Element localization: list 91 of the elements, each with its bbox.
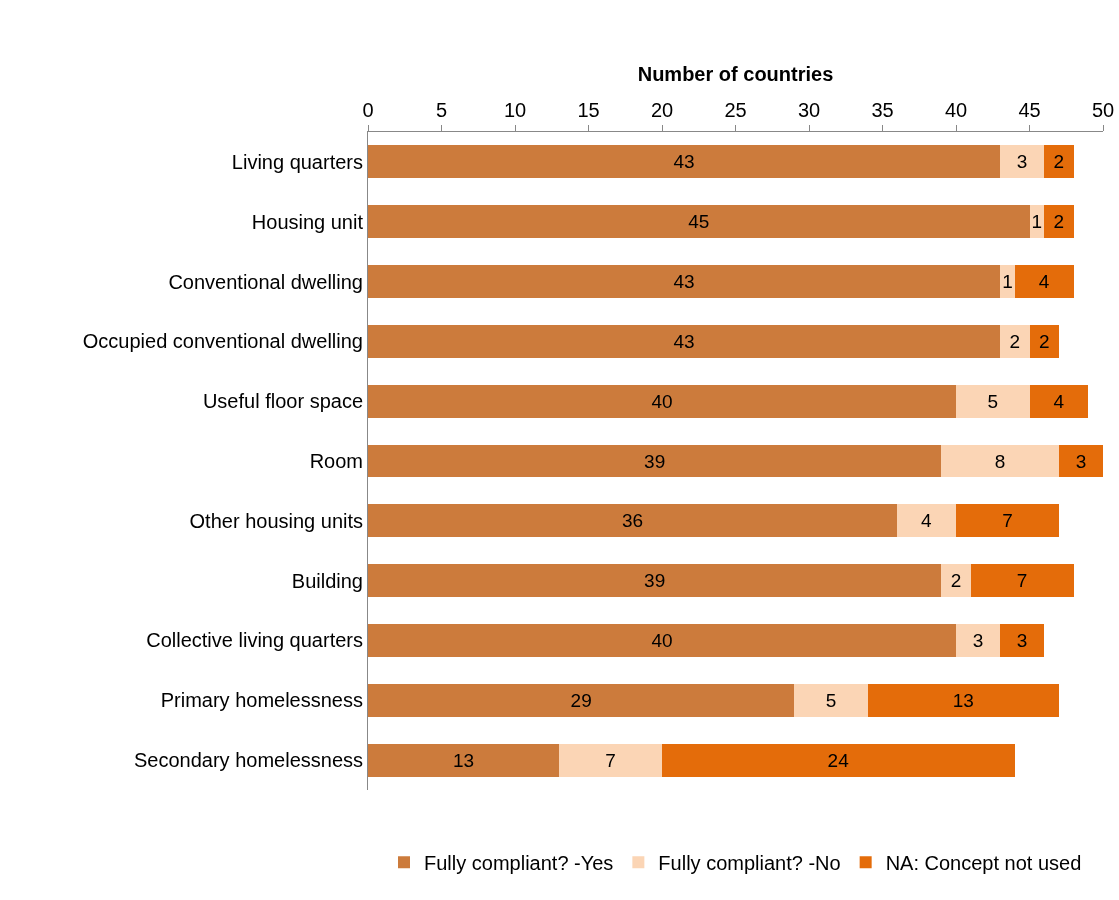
bar: [368, 683, 795, 717]
data-label: 2: [950, 570, 962, 592]
bar: [1044, 205, 1074, 239]
bar: [897, 504, 956, 538]
x-tick-label: 40: [944, 99, 968, 121]
y-tick-label: Room: [309, 450, 363, 472]
y-tick-label: Primary homelessness: [160, 689, 363, 712]
bar: [867, 683, 1059, 717]
y-tick-label: Building: [291, 569, 363, 592]
data-label: 4: [1038, 271, 1050, 293]
bar: [1044, 145, 1074, 179]
bar: [1000, 145, 1045, 179]
data-label: 4: [1053, 390, 1065, 412]
data-label: 36: [622, 510, 644, 532]
data-label: 13: [452, 749, 475, 771]
x-tick-label: 15: [577, 99, 600, 121]
data-label: 29: [570, 689, 592, 711]
y-tick-label: Housing unit: [251, 210, 364, 233]
bar: [368, 145, 1001, 179]
bar: [1029, 324, 1059, 358]
data-label: 39: [644, 570, 666, 592]
x-tick-label: 50: [1091, 99, 1115, 121]
bar: [368, 265, 1001, 298]
x-tick-label: 25: [724, 99, 747, 121]
data-label: 7: [1002, 510, 1013, 532]
data-label: 24: [827, 749, 850, 771]
data-label: 5: [825, 689, 837, 711]
x-tick-label: 45: [1018, 99, 1041, 121]
legend-label: NA: Concept not used: [885, 851, 1082, 874]
data-label: 7: [1016, 570, 1028, 592]
bar: [941, 444, 1059, 478]
bar: [1014, 265, 1074, 298]
legend-label: Fully compliant? -Yes: [424, 851, 614, 874]
bar: [368, 384, 956, 418]
bar: [368, 504, 898, 538]
y-tick-label: Occupied conventional dwelling: [82, 330, 363, 353]
bar: [368, 624, 956, 657]
bar: [1000, 265, 1015, 298]
y-tick-label: Useful floor space: [202, 390, 363, 413]
data-label: 7: [605, 749, 616, 771]
data-label: 1: [1031, 211, 1043, 233]
x-tick-label: 20: [650, 99, 674, 121]
data-label: 2: [1053, 211, 1065, 233]
bar: [559, 743, 662, 777]
data-label: 3: [1075, 450, 1087, 472]
data-label: 40: [651, 390, 673, 412]
x-tick-label: 10: [503, 99, 527, 121]
bar: [941, 564, 971, 598]
data-label: 13: [952, 689, 974, 711]
x-tick-label: 0: [362, 99, 374, 121]
bar: [368, 564, 942, 598]
data-label: 45: [688, 211, 710, 233]
y-tick-label: Other housing units: [189, 509, 363, 532]
x-axis-title: Number of countries: [637, 62, 834, 85]
bar: [368, 743, 560, 777]
data-label: 43: [673, 151, 695, 173]
data-label: 3: [1016, 629, 1028, 651]
data-label: 4: [921, 510, 933, 532]
data-label: 3: [972, 629, 984, 651]
x-tick-label: 5: [435, 99, 448, 121]
bar: [956, 384, 1030, 418]
data-label: 2: [1009, 330, 1021, 352]
data-label: 40: [651, 629, 673, 651]
bar: [368, 205, 1030, 239]
bar: [1000, 624, 1045, 657]
bar: [368, 444, 942, 478]
bar: [970, 564, 1074, 598]
data-label: 3: [1016, 151, 1028, 173]
data-label: 2: [1053, 151, 1065, 173]
x-tick-label: 30: [797, 99, 821, 121]
y-tick-label: Secondary homelessness: [133, 749, 363, 772]
data-label: 5: [987, 390, 999, 412]
data-label: 8: [994, 450, 1006, 472]
data-label: 43: [673, 330, 695, 352]
y-tick-label: Collective living quarters: [146, 629, 363, 652]
y-tick-label: Living quarters: [231, 150, 363, 173]
y-tick-label: Conventional dwelling: [168, 270, 363, 293]
data-label: 1: [1002, 271, 1013, 293]
bar: [1058, 444, 1103, 478]
bar: [1029, 384, 1089, 418]
bar: [662, 743, 1015, 777]
bar: [956, 624, 1001, 657]
x-tick-label: 35: [871, 99, 894, 121]
data-label: 2: [1038, 330, 1050, 352]
data-label: 43: [673, 271, 695, 293]
legend-label: Fully compliant? -No: [658, 851, 841, 874]
bar: [1000, 324, 1030, 358]
data-label: 39: [644, 450, 666, 472]
bar: [794, 683, 868, 717]
bar: [956, 504, 1059, 538]
bar: [368, 324, 1001, 358]
